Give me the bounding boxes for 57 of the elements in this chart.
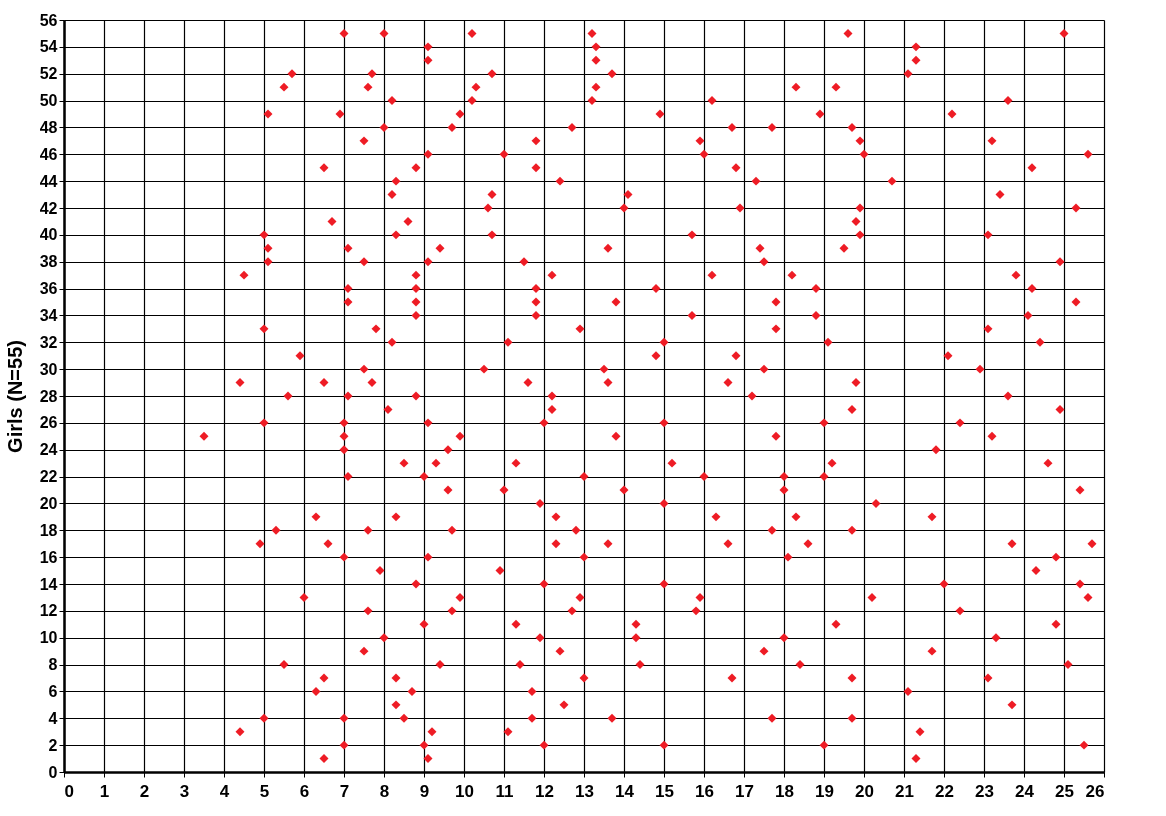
y-tick-label: 22 — [39, 468, 58, 486]
x-tick-label: 10 — [455, 781, 474, 801]
x-tick-label: 3 — [179, 781, 190, 801]
x-tick-label: 12 — [535, 781, 554, 801]
x-tick-label: 6 — [299, 781, 310, 801]
x-tick-label: 21 — [895, 781, 914, 801]
y-tick-label: 4 — [48, 709, 58, 727]
y-tick-label: 32 — [39, 333, 58, 351]
y-tick-label: 30 — [39, 360, 58, 378]
y-tick-label: 14 — [39, 575, 58, 593]
x-tick-label: 24 — [1015, 781, 1035, 801]
x-tick-label: 5 — [259, 781, 270, 801]
y-tick-label: 52 — [39, 65, 58, 83]
x-tick-label: 9 — [419, 781, 430, 801]
y-tick-label: 6 — [48, 682, 58, 700]
y-tick-label: 50 — [39, 92, 58, 110]
x-tick-label: 16 — [695, 781, 714, 801]
x-tick-label: 25 — [1055, 781, 1074, 801]
y-tick-label: 24 — [39, 441, 58, 459]
x-tick-label: 23 — [975, 781, 994, 801]
y-tick-label: 18 — [39, 521, 58, 539]
y-axis-title: Girls (N=55) — [3, 340, 26, 453]
x-tick-label: 7 — [339, 781, 350, 801]
x-tick-label: 18 — [775, 781, 794, 801]
x-tick-label: 8 — [379, 781, 390, 801]
y-tick-label: 38 — [39, 253, 58, 271]
x-tick-label: 17 — [735, 781, 754, 801]
y-tick-label: 56 — [39, 11, 58, 29]
y-tick-label: 16 — [39, 548, 58, 566]
x-tick-label: 1 — [99, 781, 110, 801]
y-tick-label: 54 — [39, 38, 58, 56]
y-tick-label: 44 — [39, 172, 58, 190]
x-tick-label: 19 — [815, 781, 834, 801]
x-tick-label: 2 — [139, 781, 150, 801]
x-tick-label: 26 — [1085, 781, 1105, 801]
x-tick-label: 15 — [655, 781, 674, 801]
y-tick-label: 2 — [48, 736, 58, 754]
y-tick-label: 10 — [39, 629, 58, 647]
x-tick-label: 4 — [219, 781, 230, 801]
x-tick-label: 14 — [615, 781, 635, 801]
y-tick-label: 28 — [39, 387, 58, 405]
y-tick-label: 20 — [39, 494, 58, 512]
y-tick-label: 12 — [39, 602, 58, 620]
x-tick-label: 20 — [855, 781, 874, 801]
y-tick-label: 34 — [39, 306, 58, 324]
x-tick-label: 0 — [64, 781, 74, 801]
y-tick-label: 46 — [39, 145, 58, 163]
y-tick-label: 0 — [48, 763, 58, 781]
y-tick-label: 8 — [48, 656, 58, 674]
x-tick-label: 11 — [495, 781, 514, 801]
x-tick-label: 13 — [575, 781, 594, 801]
y-tick-label: 36 — [39, 280, 58, 298]
y-tick-label: 48 — [39, 118, 58, 136]
y-tick-label: 42 — [39, 199, 58, 217]
y-tick-label: 26 — [39, 414, 58, 432]
x-tick-label: 22 — [935, 781, 954, 801]
y-tick-label: 40 — [39, 226, 58, 244]
